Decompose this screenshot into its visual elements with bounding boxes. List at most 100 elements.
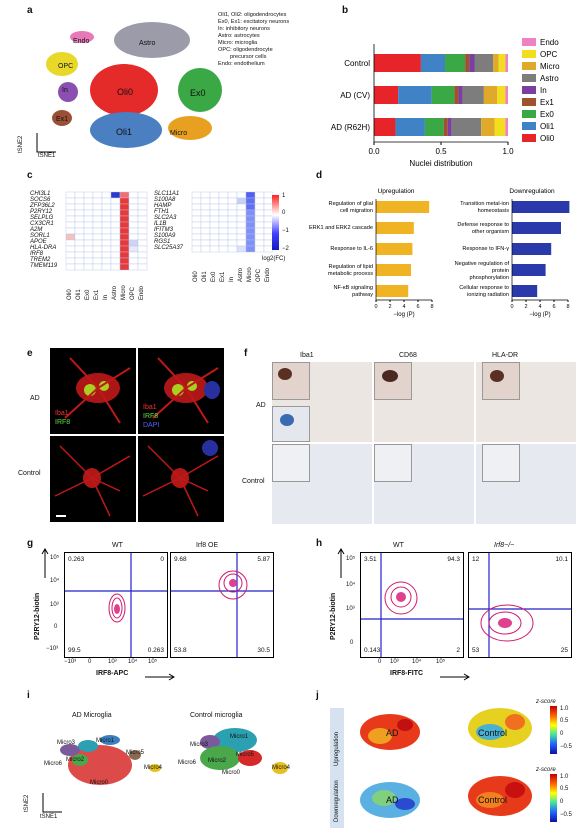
heatmap-cell bbox=[218, 191, 229, 199]
heatmap-cell bbox=[191, 221, 202, 229]
heatmap-cell bbox=[137, 233, 148, 241]
flow-plot-g-wt: 0.263 0 99.5 0.263 bbox=[64, 552, 168, 658]
heatmap-cell bbox=[209, 215, 220, 223]
cluster-label-ex0: Ex0 bbox=[190, 88, 206, 98]
colorbar-title: z-score bbox=[536, 699, 556, 705]
heatmap-cell bbox=[83, 203, 94, 211]
cluster-label-oli0: Oli0 bbox=[117, 87, 134, 97]
heatmap-cell bbox=[83, 239, 94, 247]
heatmap-cell bbox=[137, 209, 148, 217]
heatmap-cell bbox=[254, 191, 265, 199]
heatmap-cell bbox=[110, 215, 121, 223]
quadrant-ul: 9.68 bbox=[174, 556, 187, 563]
flow-xlabel: IRF8-FITC bbox=[390, 670, 424, 677]
quadrant-ur: 5.87 bbox=[257, 556, 270, 563]
ytick: 10³ bbox=[50, 602, 59, 608]
category-label: Control bbox=[344, 59, 370, 68]
heatmap-cell bbox=[191, 245, 202, 253]
heatmap-cell bbox=[83, 227, 94, 235]
heatmap-left bbox=[65, 191, 148, 271]
bar-segment bbox=[454, 86, 459, 104]
heatmap-cell bbox=[245, 233, 256, 241]
heatmap-cell bbox=[74, 227, 85, 235]
quadrant-lr: 25 bbox=[560, 647, 568, 654]
column-label: Ex1 bbox=[220, 271, 226, 282]
legend-line: Astro: astrocytes bbox=[218, 33, 260, 39]
heatmap-cell bbox=[236, 227, 247, 235]
panel-label-a: a bbox=[27, 5, 33, 16]
gene-label: SELPLG bbox=[30, 215, 54, 221]
heatmap-cell bbox=[74, 209, 85, 217]
heatmap-cell bbox=[74, 221, 85, 229]
heatmap-cell bbox=[227, 197, 238, 205]
ihc-image-control-iba1 bbox=[272, 444, 372, 524]
heatmap-cell bbox=[74, 203, 85, 211]
legend-line: In: inhibitory neurons bbox=[218, 26, 270, 32]
heatmap-cell bbox=[119, 239, 130, 247]
heatmap-cell bbox=[119, 209, 130, 217]
arrow-icon bbox=[41, 548, 49, 578]
bar-segment bbox=[481, 118, 495, 136]
column-label: Oli0 bbox=[67, 289, 73, 300]
x-tick-label: 8 bbox=[566, 304, 569, 310]
col-label-hla-dr: HLA-DR bbox=[492, 352, 519, 359]
colorbar-tick: 0 bbox=[560, 799, 564, 805]
gene-label: ZFP36L2 bbox=[30, 203, 55, 209]
term-label: Transition metal-ion bbox=[460, 201, 509, 207]
legend-swatch bbox=[522, 62, 536, 70]
pathway-bar bbox=[376, 243, 413, 255]
gene-label: TMEM119 bbox=[30, 263, 58, 269]
pathway-bar bbox=[512, 264, 546, 276]
if-image-control-merged bbox=[138, 436, 224, 522]
heatmap-cell bbox=[101, 203, 112, 211]
heatmap-cell bbox=[92, 245, 103, 253]
bar-segment bbox=[443, 118, 448, 136]
bar-segment bbox=[494, 118, 506, 136]
column-label: Ex0 bbox=[211, 271, 217, 282]
bar-segment bbox=[451, 118, 482, 136]
heatmap-cell bbox=[65, 257, 76, 265]
ytick: 10³ bbox=[346, 606, 355, 612]
row-label-upregulation: Upregulation bbox=[334, 731, 340, 766]
col-label-cd68: CD68 bbox=[399, 352, 417, 359]
quadrant-ul: 0.263 bbox=[68, 556, 85, 563]
heatmap-cell bbox=[119, 227, 130, 235]
heatmap-cell bbox=[92, 221, 103, 229]
heatmap-cell bbox=[101, 257, 112, 265]
gene-label: P2RY12 bbox=[30, 209, 53, 215]
bar-segment bbox=[483, 86, 498, 104]
legend-label: Ex0 bbox=[540, 110, 554, 119]
heatmap-cell bbox=[92, 251, 103, 259]
bar-segment bbox=[493, 54, 499, 72]
quadrant-ur: 94.3 bbox=[447, 556, 460, 563]
heatmap-cell bbox=[245, 227, 256, 235]
row-label-ad: AD bbox=[256, 402, 266, 409]
term-label: ionizing radiation bbox=[467, 292, 509, 298]
heatmap-cell bbox=[209, 221, 220, 229]
heatmap-cell bbox=[200, 197, 211, 205]
heatmap-cell bbox=[137, 239, 148, 247]
bar-segment bbox=[505, 86, 508, 104]
heatmap-cell bbox=[128, 227, 139, 235]
quadrant-lr: 2 bbox=[456, 647, 460, 654]
colorbar-tick: −1 bbox=[282, 228, 289, 234]
gene-label: SORL1 bbox=[30, 233, 50, 239]
bar-segment bbox=[447, 118, 452, 136]
heatmap-cell bbox=[74, 233, 85, 241]
pathway-bar bbox=[512, 222, 561, 234]
heatmap-cell bbox=[236, 197, 247, 205]
heatmap-cell bbox=[218, 221, 229, 229]
x-tick-label: 2 bbox=[388, 304, 391, 310]
if-legend-iba1: Iba1 bbox=[143, 404, 157, 411]
cluster-label: Micro0 bbox=[90, 780, 109, 786]
legend-label: Ex1 bbox=[540, 98, 554, 107]
cluster-label-astro: Astro bbox=[139, 40, 156, 47]
colorbar-tick: −0.5 bbox=[560, 744, 572, 750]
heatmap-cell bbox=[110, 233, 121, 241]
heatmap-cell bbox=[74, 257, 85, 265]
x-tick-label: 0.0 bbox=[368, 147, 380, 156]
bar-segment bbox=[474, 54, 494, 72]
heatmap-cell bbox=[65, 239, 76, 247]
heatmap-cell bbox=[128, 257, 139, 265]
term-label: cell migration bbox=[340, 208, 373, 214]
